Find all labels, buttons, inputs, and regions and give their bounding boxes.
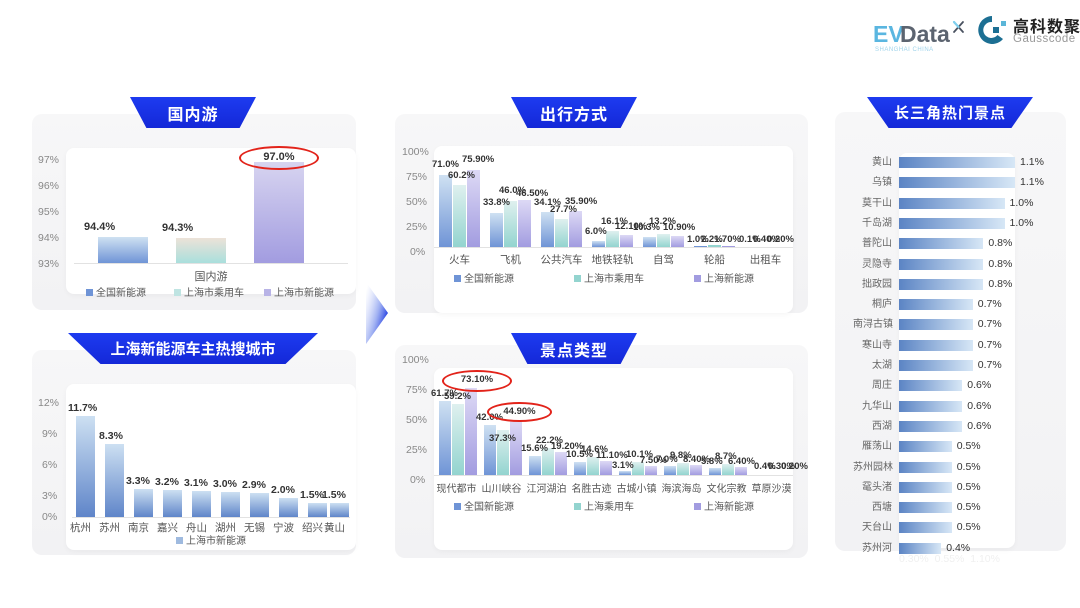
svg-text:Data: Data (900, 21, 950, 47)
svg-text:SHANGHAI CHINA: SHANGHAI CHINA (875, 47, 934, 53)
